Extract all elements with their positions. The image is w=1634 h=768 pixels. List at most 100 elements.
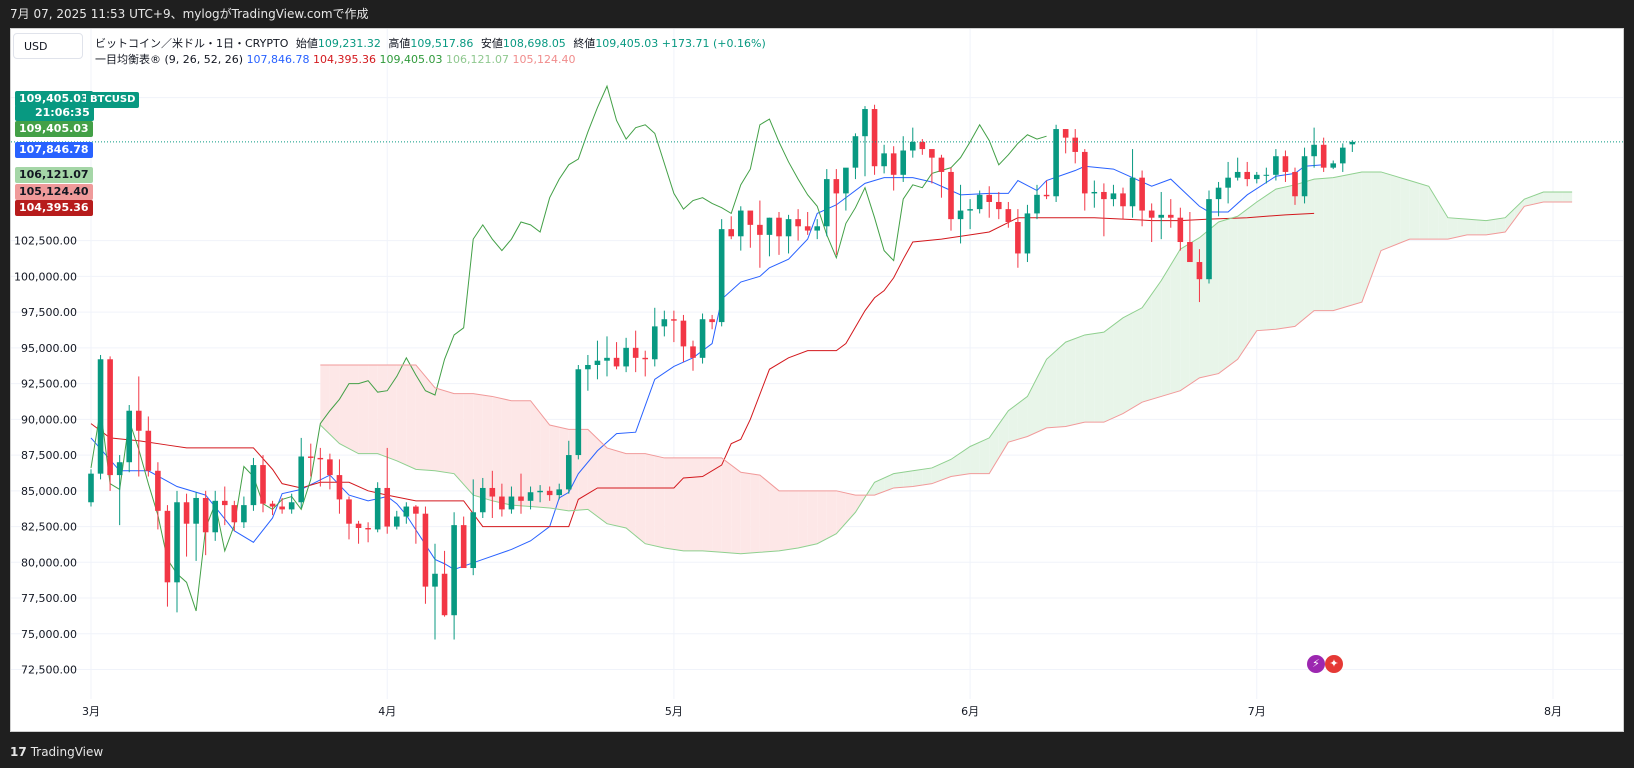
cloud-segment <box>673 457 684 551</box>
x-tick-label: 3月 <box>82 705 100 718</box>
cloud-segment <box>1495 217 1506 234</box>
cloud-segment <box>779 490 789 551</box>
close-label: 終値 <box>573 37 596 50</box>
cloud-segment <box>807 490 818 546</box>
candle-body <box>489 487 496 497</box>
candle-body <box>995 201 1002 210</box>
candle-body <box>661 319 668 327</box>
y-tick-label: 77,500.00 <box>21 592 77 605</box>
currency-selector[interactable]: USD <box>13 33 83 59</box>
candle-body <box>432 573 438 587</box>
cloud-segment <box>482 395 493 501</box>
candle-body <box>97 359 104 474</box>
cloud-segment <box>339 364 349 449</box>
cloud-segment <box>1438 201 1448 240</box>
candle-body <box>1301 156 1308 197</box>
candle-body <box>241 505 247 523</box>
cloud-segment <box>377 364 388 458</box>
candle-body <box>929 149 935 158</box>
cloud-segment <box>702 457 713 552</box>
cloud-segment <box>1304 179 1315 319</box>
event-us-flag-icon[interactable]: ✦ <box>1325 655 1343 673</box>
cloud-segment <box>597 438 607 524</box>
chikou-value: 109,405.03 <box>379 53 443 66</box>
price-chart[interactable]: 72,500.00 75,000.00 77,500.00 80,000.00 82,5… <box>11 29 1623 731</box>
indicator-name[interactable]: 一目均衡表 <box>95 53 150 66</box>
close-value: 109,405.03 <box>595 37 659 50</box>
candle-body <box>374 487 381 530</box>
candle-body <box>518 496 524 501</box>
candle-body <box>909 141 916 151</box>
candle-body <box>164 510 171 583</box>
cloud-segment <box>501 398 512 506</box>
candle-body <box>527 492 534 501</box>
cloud-segment <box>396 364 407 466</box>
cloud-segment <box>845 492 856 523</box>
low-value: 108,698.05 <box>502 37 566 50</box>
kijun-value: 104,395.36 <box>313 53 377 66</box>
candle-body <box>881 153 887 167</box>
candle-body <box>1320 144 1327 168</box>
y-tick-label: 95,000.00 <box>21 342 77 355</box>
cloud-segment <box>1218 219 1229 374</box>
cloud-segment <box>1371 171 1381 277</box>
cloud-segment <box>1543 191 1553 202</box>
cloud-segment <box>912 469 923 487</box>
cloud-segment <box>1056 342 1066 428</box>
chart-panel[interactable]: 72,500.00 75,000.00 77,500.00 80,000.00 82,5… <box>10 28 1624 732</box>
candle-body <box>393 516 400 527</box>
candle-body <box>556 489 563 496</box>
candle-body <box>642 357 649 360</box>
cloud-segment <box>1381 171 1391 251</box>
candle-body <box>795 219 801 227</box>
tenkan-line <box>90 164 1324 571</box>
symbol-title[interactable]: ビットコイン／米ドル・1日・CRYPTO <box>95 37 289 50</box>
candle-body <box>814 226 821 231</box>
cloud-segment <box>654 455 665 549</box>
candle-body <box>699 319 706 358</box>
candle-body <box>1196 262 1203 280</box>
countdown-tag: 21:06:35 <box>15 105 94 121</box>
cloud-segment <box>1400 177 1410 243</box>
candle-body <box>948 171 954 220</box>
cloud-segment <box>1103 324 1114 423</box>
cloud-segment <box>616 450 627 528</box>
cloud-segment <box>1295 181 1305 327</box>
senkou-a-value: 106,121.07 <box>446 53 509 66</box>
candle-body <box>441 573 448 616</box>
senkou-b-tag: 105,124.40 <box>15 184 93 200</box>
candle-body <box>957 210 964 220</box>
candle-body <box>967 209 973 211</box>
candle-body <box>327 459 333 476</box>
candle-body <box>852 136 859 168</box>
candle-body <box>479 487 486 513</box>
candle-body <box>1292 171 1298 197</box>
cloud-segment <box>769 482 779 552</box>
y-tick-label: 85,000.00 <box>21 485 77 498</box>
candle-body <box>346 499 352 524</box>
cloud-segment <box>1123 312 1133 414</box>
cloud-segment <box>358 364 369 454</box>
candle-body <box>890 153 897 175</box>
cloud-segment <box>1065 338 1076 427</box>
cloud-segment <box>1390 174 1401 247</box>
footer-brand[interactable]: 17 TradingView <box>0 736 1634 768</box>
candle-body <box>613 357 620 367</box>
cloud-segment <box>1285 184 1295 328</box>
cloud-segment <box>979 437 990 474</box>
cloud-segment <box>1151 280 1162 400</box>
chikou-line <box>90 84 1047 612</box>
event-flash-icon[interactable]: ⚡ <box>1307 655 1325 673</box>
cloud-segment <box>874 477 885 496</box>
cloud-segment <box>1457 218 1467 238</box>
candle-body <box>632 347 639 358</box>
cloud-segment <box>454 393 464 485</box>
candle-body <box>135 410 142 431</box>
candle-body <box>1081 151 1088 194</box>
y-tick-label: 100,000.00 <box>14 270 77 283</box>
cloud-segment <box>1094 332 1104 423</box>
senkou-b-value: 105,124.40 <box>512 53 576 66</box>
cloud-segment <box>664 457 674 550</box>
cloud-segment <box>1428 186 1439 240</box>
candle-body <box>776 217 782 237</box>
